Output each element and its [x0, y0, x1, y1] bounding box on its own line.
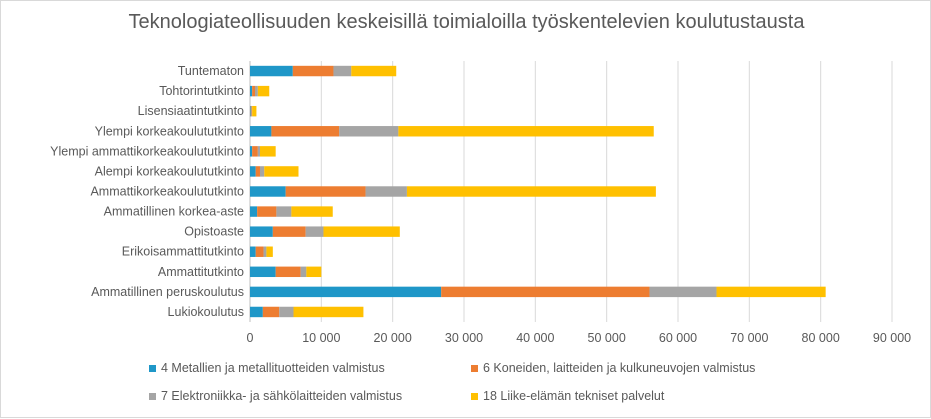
- x-tick-label: 70 000: [730, 331, 768, 345]
- x-tick-label: 0: [247, 331, 254, 345]
- bar-segment: [250, 266, 276, 278]
- bar-segment: [365, 186, 407, 197]
- bar-segment: [250, 126, 272, 137]
- bar-segment: [250, 186, 286, 197]
- legend-label: 4 Metallien ja metallituotteiden valmist…: [161, 361, 385, 375]
- bar-segment: [279, 306, 294, 318]
- bar-segment: [259, 166, 265, 177]
- bar-segment: [293, 306, 364, 318]
- bar-segment: [257, 206, 277, 217]
- x-tick-label: 30 000: [445, 331, 483, 345]
- x-tick-label: 50 000: [588, 331, 626, 345]
- bar-segment: [250, 306, 263, 318]
- x-tick-label: 20 000: [374, 331, 412, 345]
- bar-segment: [276, 206, 292, 217]
- bar-segment: [716, 286, 826, 298]
- bar-segment: [351, 65, 397, 77]
- category-label: Ylempi korkeakoulututkinto: [95, 124, 244, 138]
- bar-segment: [262, 306, 280, 318]
- bar-segment: [441, 286, 650, 298]
- bar-segment: [250, 146, 253, 157]
- bar-segment: [250, 166, 256, 177]
- x-tick-label: 10 000: [302, 331, 340, 345]
- category-label: Erikoisammattitutkinto: [122, 245, 244, 259]
- bar-segment: [250, 206, 258, 217]
- bar-segment: [250, 286, 442, 298]
- bar-segment: [271, 126, 340, 137]
- bar-segment: [250, 246, 256, 257]
- bar-segment: [272, 226, 306, 237]
- legend-label: 18 Liike-elämän tekniset palvelut: [483, 389, 665, 403]
- category-label: Tohtorintutkinto: [159, 84, 244, 98]
- legend-swatch: [149, 364, 156, 372]
- legend-label: 7 Elektroniikka- ja sähkölaitteiden valm…: [161, 389, 403, 403]
- bar-segment: [305, 226, 324, 237]
- category-label: Tuntematon: [178, 64, 244, 78]
- legend-swatch: [149, 392, 156, 400]
- x-tick-label: 90 000: [873, 331, 911, 345]
- bar-segment: [291, 206, 333, 217]
- category-label: Ammatillinen korkea-aste: [104, 205, 244, 219]
- bar-segment: [257, 85, 270, 97]
- bar-segment: [323, 226, 400, 237]
- bar-segment: [275, 266, 301, 278]
- bar-segment: [251, 105, 253, 117]
- x-tick-label: 40 000: [516, 331, 554, 345]
- bar-segment: [339, 126, 399, 137]
- bar-segment: [406, 186, 656, 197]
- bar-segment: [257, 146, 260, 157]
- bar-segment: [252, 146, 258, 157]
- bar-segment: [250, 105, 251, 117]
- x-tick-label: 80 000: [802, 331, 840, 345]
- bar-segment: [250, 85, 253, 97]
- bar-segment: [263, 246, 267, 257]
- bar-segment: [252, 85, 255, 97]
- x-tick-label: 60 000: [659, 331, 697, 345]
- bar-segment: [300, 266, 307, 278]
- bar-segment: [255, 246, 264, 257]
- bar-segment: [259, 146, 276, 157]
- category-label: Lisensiaatintutkinto: [138, 104, 244, 118]
- category-label: Lukiokoulutus: [168, 305, 244, 319]
- bar-segment: [398, 126, 654, 137]
- category-label: Opistoaste: [184, 225, 244, 239]
- category-label: Ammattitutkinto: [158, 265, 244, 279]
- bar-segment: [292, 65, 334, 77]
- legend-item: 7 Elektroniikka- ja sähkölaitteiden valm…: [149, 389, 402, 403]
- bar-segment: [649, 286, 717, 298]
- legend-swatch: [471, 364, 478, 372]
- bar-segment: [285, 186, 366, 197]
- legend-swatch: [471, 392, 478, 400]
- bar-segment: [255, 166, 260, 177]
- legend-item: 18 Liike-elämän tekniset palvelut: [471, 389, 664, 403]
- bar-segment: [252, 105, 257, 117]
- category-label: Ammatillinen peruskoulutus: [91, 285, 244, 299]
- category-label: Ylempi ammattikorkeakoulututkinto: [50, 144, 244, 158]
- legend-label: 6 Koneiden, laitteiden ja kulkuneuvojen …: [483, 361, 756, 375]
- bar-segment: [250, 105, 252, 117]
- legend-item: 6 Koneiden, laitteiden ja kulkuneuvojen …: [471, 361, 755, 375]
- category-label: Alempi korkeakoulututkinto: [95, 164, 244, 178]
- bar-segment: [333, 65, 352, 77]
- chart-title: Teknologiateollisuuden keskeisillä toimi…: [128, 11, 805, 33]
- bar-segment: [250, 226, 273, 237]
- bar-segment: [266, 246, 273, 257]
- bar-segment: [254, 85, 258, 97]
- bar-segment: [306, 266, 322, 278]
- category-label: Ammattikorkeakoulututkinto: [90, 185, 244, 199]
- bar-segment: [250, 65, 293, 77]
- bar-segment: [264, 166, 299, 177]
- legend-item: 4 Metallien ja metallituotteiden valmist…: [149, 361, 385, 375]
